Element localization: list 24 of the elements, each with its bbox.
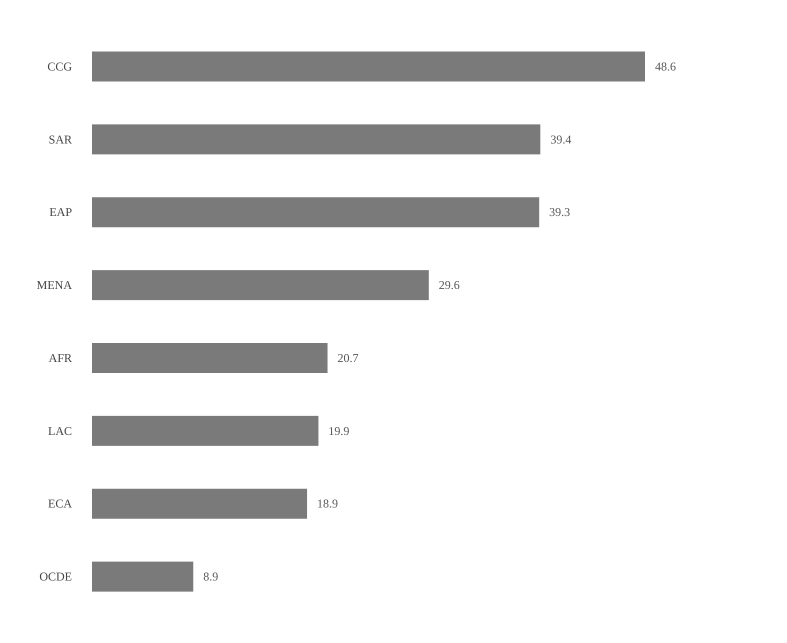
y-tick-label: AFR	[48, 350, 72, 365]
data-label: 20.7	[338, 350, 359, 365]
data-label: 48.6	[655, 59, 676, 74]
bar	[92, 197, 540, 228]
y-tick-label: OCDE	[39, 570, 72, 584]
bar	[92, 270, 429, 300]
data-label: 19.9	[328, 424, 350, 438]
data-label: 39.3	[549, 205, 570, 220]
bar	[92, 416, 318, 446]
data-label: 18.9	[317, 496, 338, 511]
bar	[92, 124, 540, 154]
bar	[92, 562, 194, 592]
data-label: 8.9	[203, 570, 218, 584]
y-tick-label: SAR	[48, 132, 72, 146]
bar	[92, 488, 308, 519]
y-tick-label: ECA	[48, 496, 72, 511]
bar	[92, 342, 328, 373]
y-tick-label: EAP	[49, 205, 72, 220]
y-tick-label: MENA	[36, 278, 72, 292]
bar	[92, 51, 645, 82]
data-label: 39.4	[550, 132, 572, 146]
y-tick-label: CCG	[47, 59, 72, 74]
data-label: 29.6	[438, 278, 460, 292]
y-tick-label: LAC	[48, 424, 72, 438]
